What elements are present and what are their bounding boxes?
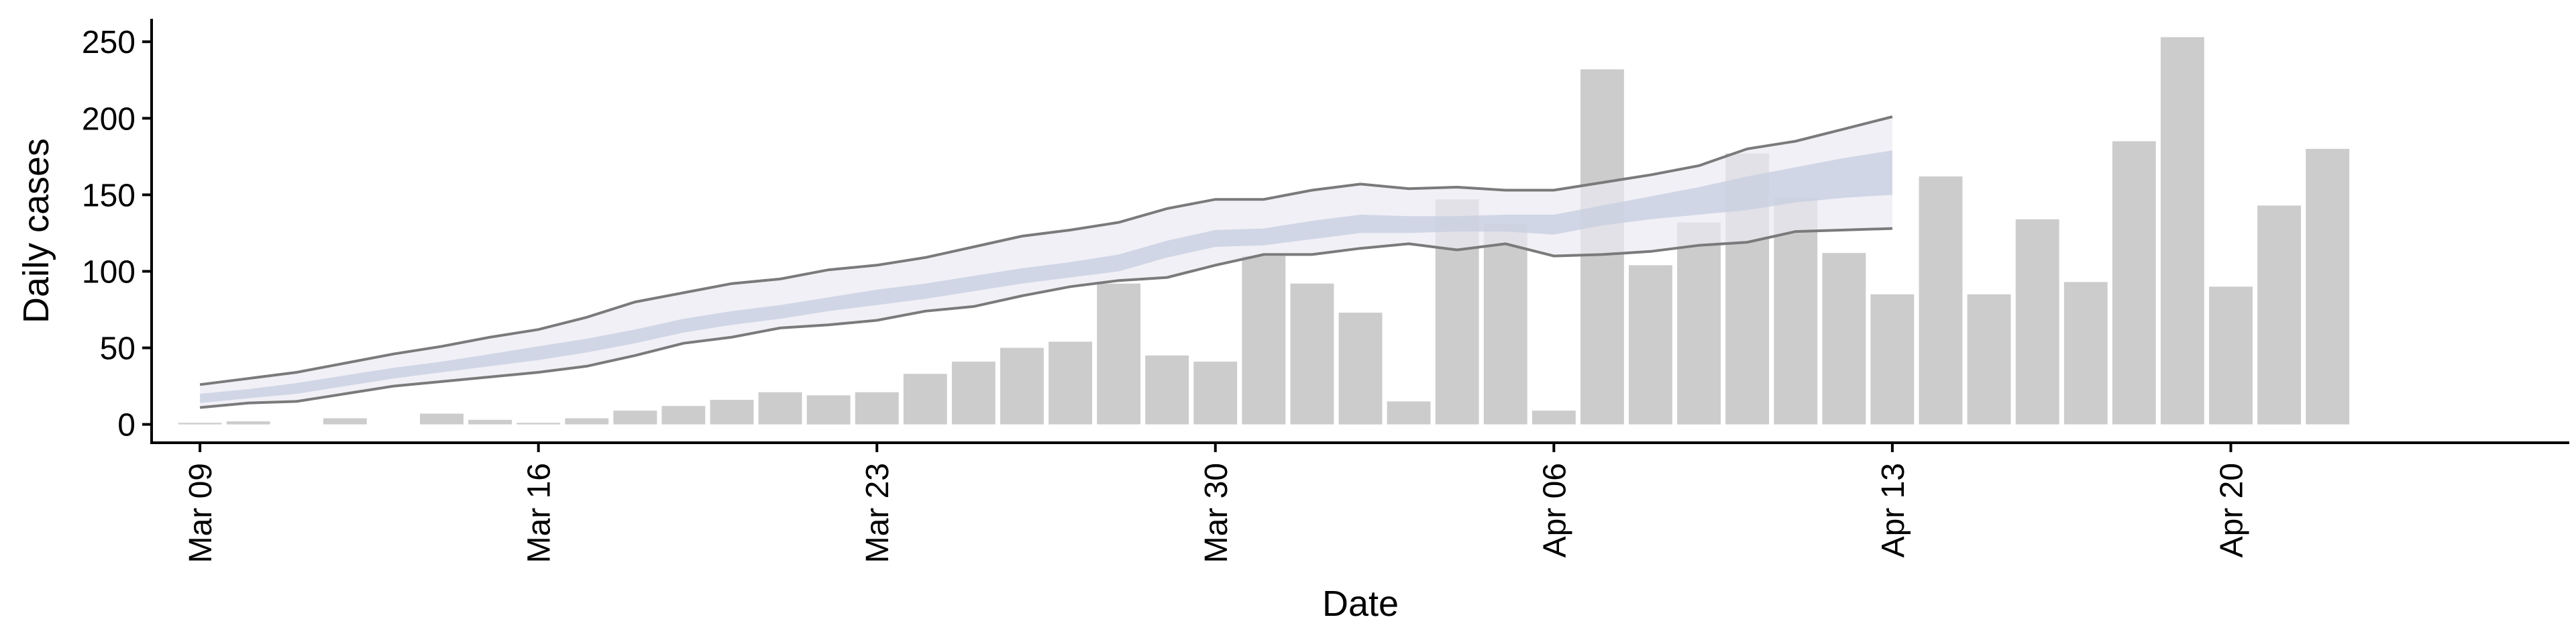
x-tick-label: Mar 23	[860, 463, 896, 563]
bar	[2306, 148, 2350, 425]
nowcast-inner-band	[200, 150, 1892, 403]
bar	[1145, 355, 1189, 425]
x-axis-label: Date	[1322, 584, 1399, 624]
bar	[710, 400, 754, 425]
bar	[2257, 205, 2301, 425]
bar	[1338, 313, 1383, 425]
bar	[2209, 286, 2253, 425]
x-tick-label: Apr 20	[2214, 463, 2249, 557]
bar	[178, 423, 222, 425]
bar	[1532, 411, 1576, 425]
bar	[565, 418, 609, 425]
bar	[1387, 401, 1431, 425]
bar	[758, 392, 802, 425]
x-tick-label: Apr 06	[1537, 463, 1572, 557]
bar	[1290, 283, 1334, 425]
bar	[1629, 265, 1672, 425]
nowcast-upper-line	[199, 115, 1893, 386]
x-tick-label: Mar 16	[522, 463, 557, 563]
x-tick-label: Apr 13	[1876, 463, 1911, 557]
bar	[1822, 253, 1866, 425]
bar	[1097, 283, 1141, 425]
x-ticks: Mar 09 Mar 16 Mar 23 Mar 30 Apr 06 Apr 13 Apr …	[183, 443, 2249, 563]
bar	[1193, 362, 1238, 425]
bar	[2160, 37, 2204, 425]
bar	[1677, 222, 1721, 425]
bar	[517, 423, 561, 425]
bar	[2112, 141, 2156, 425]
bar	[1000, 347, 1044, 425]
x-tick-label: Mar 30	[1199, 463, 1234, 563]
bar	[1483, 223, 1527, 425]
bar	[661, 406, 706, 425]
bar	[855, 392, 899, 425]
bar	[1919, 176, 1963, 425]
y-tick-label: 250	[82, 25, 136, 60]
bar	[1967, 294, 2011, 425]
bar	[2015, 219, 2059, 425]
bar	[420, 413, 464, 425]
y-tick-label: 150	[82, 178, 136, 213]
y-tick-label: 0	[117, 408, 136, 443]
bar	[1870, 294, 1915, 425]
bar	[1242, 256, 1286, 425]
bar	[226, 421, 270, 425]
bar	[323, 418, 367, 425]
bar	[1049, 341, 1092, 425]
nowcast-band-layer	[199, 115, 1893, 409]
bar	[903, 374, 947, 425]
y-tick-label: 50	[100, 331, 136, 367]
nowcast-lower-line	[199, 227, 1892, 409]
bar	[468, 419, 512, 425]
x-tick-label: Mar 09	[183, 463, 219, 563]
y-ticks: 0 50 100 150 200 250	[82, 25, 152, 443]
bar	[613, 411, 657, 425]
y-axis-label: Daily cases	[16, 138, 56, 323]
bar	[806, 395, 851, 425]
axes-layer	[150, 19, 2569, 444]
y-tick-label: 100	[82, 254, 136, 290]
bar	[2063, 282, 2108, 425]
bar	[951, 362, 996, 425]
y-tick-label: 200	[82, 101, 136, 137]
